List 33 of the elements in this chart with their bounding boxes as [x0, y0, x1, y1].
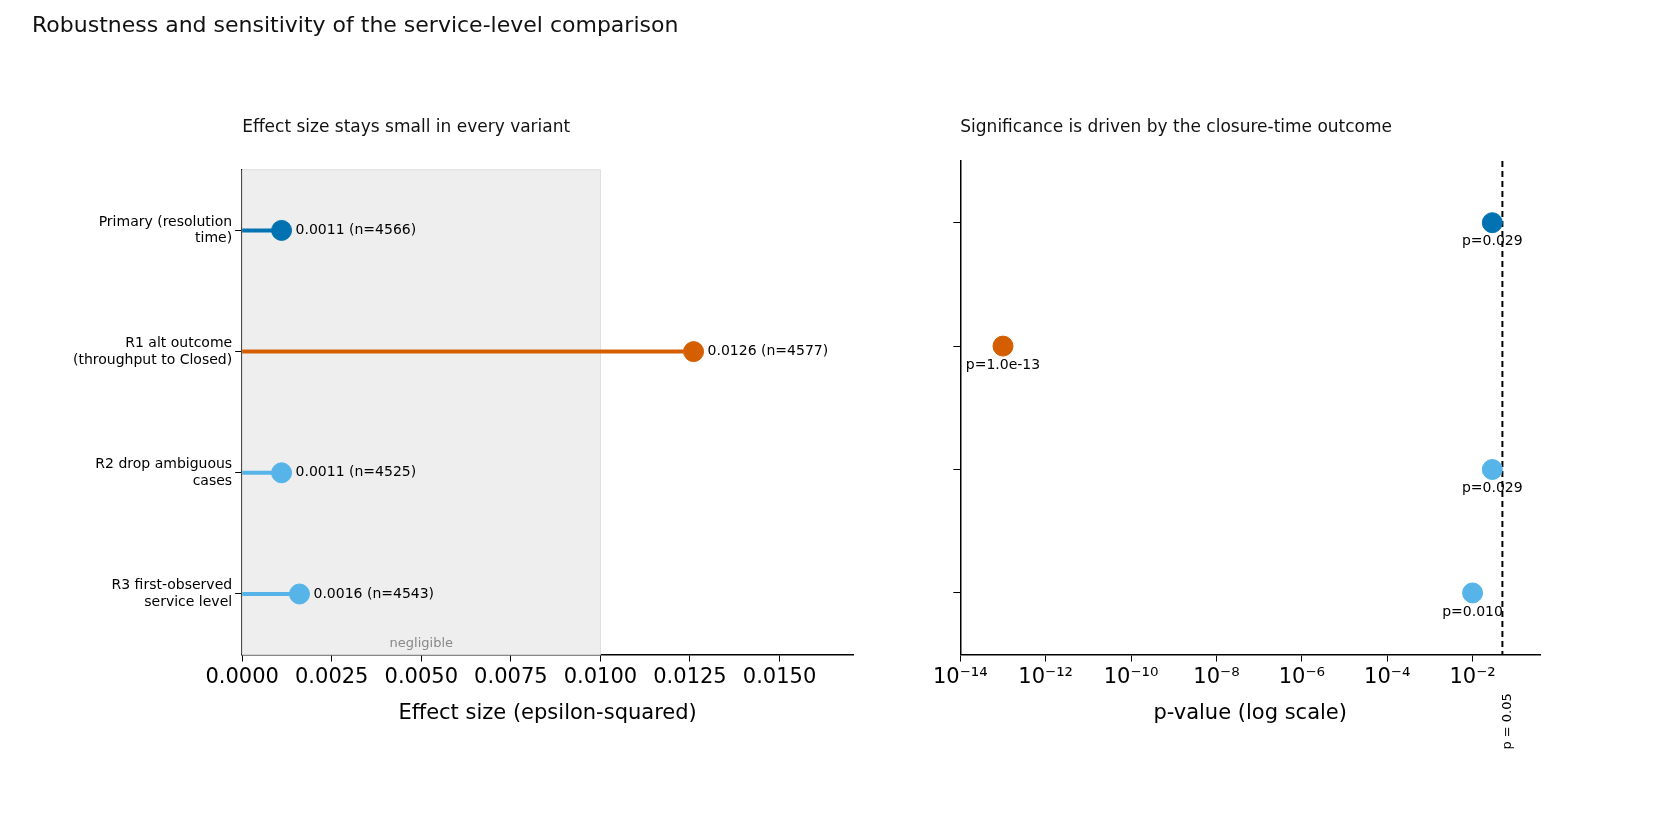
x-tick-label: 0.0075: [474, 663, 548, 688]
x-tick-label: 10⁻²: [1449, 663, 1496, 688]
x-axis-title: p-value (log scale): [1153, 699, 1347, 724]
data-label: p=0.029: [1461, 232, 1523, 249]
x-tick-label: 0.0125: [653, 663, 727, 688]
y-tick-label: R2 drop ambiguous cases: [95, 455, 233, 488]
x-tick-label: 10⁻¹²: [1018, 663, 1074, 688]
y-tick-label: R1 alt outcome (throughput to Closed): [72, 333, 233, 367]
data-label: p=0.010: [1442, 602, 1503, 619]
x-tick-label: 10⁻¹⁴: [932, 663, 988, 688]
data-label: p=1.0e-13: [965, 355, 1041, 372]
x-tick-label: 10⁻⁸: [1193, 663, 1240, 688]
y-tick-label: Primary (resolution time): [98, 212, 233, 246]
y-tick-label: R3 first-observed service level: [111, 576, 233, 610]
ref-line-label: p = 0.05: [1498, 693, 1514, 750]
x-tick-label: 10⁻⁶: [1278, 663, 1325, 688]
x-tick-label: 0.0100: [563, 663, 638, 688]
band-label: negligible: [389, 635, 454, 651]
x-tick-label: 0.0025: [294, 663, 369, 688]
x-tick-label: 0.0150: [742, 663, 817, 688]
x-tick-label: 10⁻⁴: [1364, 663, 1411, 688]
chart-subtitle: Effect size stays small in every variant: [242, 116, 571, 136]
x-tick-label: 0.0050: [384, 663, 459, 688]
x-tick-label: 0.0000: [205, 663, 279, 688]
data-label: p=0.029: [1461, 479, 1523, 496]
data-label: 0.0126 (n=4577): [707, 342, 829, 359]
chart-subtitle: Significance is driven by the closure-time outcome: [960, 116, 1393, 136]
data-label: 0.0011 (n=4566): [295, 221, 417, 238]
chart-title: Robustness and sensitivity of the service-level comparison: [32, 12, 679, 37]
data-label: 0.0016 (n=4543): [313, 584, 435, 601]
x-tick-label: 10⁻¹⁰: [1103, 663, 1159, 688]
x-axis-title: Effect size (epsilon-squared): [398, 699, 697, 724]
data-label: 0.0011 (n=4525): [295, 463, 417, 480]
